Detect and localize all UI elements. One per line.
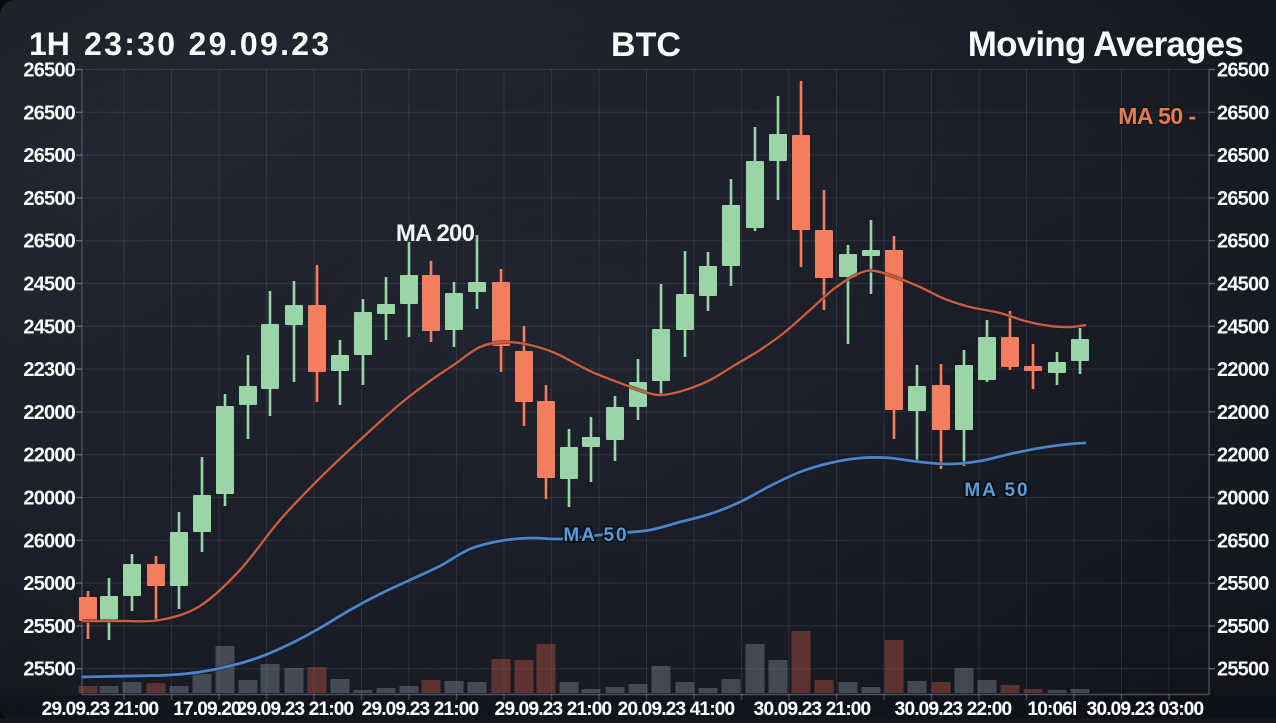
svg-text:20.09.23 41:00: 20.09.23 41:00 <box>618 699 735 718</box>
svg-text:22000: 22000 <box>1217 359 1269 381</box>
svg-text:30.09.23 03:00: 30.09.23 03:00 <box>1087 699 1204 718</box>
svg-text:30.09.23 22:00: 30.09.23 22:00 <box>895 699 1012 718</box>
svg-text:25500: 25500 <box>23 616 75 638</box>
svg-text:17.09.20: 17.09.20 <box>173 699 241 718</box>
svg-text:25000: 25000 <box>23 573 75 595</box>
svg-text:26500: 26500 <box>23 188 75 210</box>
svg-text:10:06l: 10:06l <box>1027 699 1076 718</box>
svg-text:26500: 26500 <box>23 60 75 82</box>
svg-text:22000: 22000 <box>1217 445 1269 467</box>
svg-text:MA 200: MA 200 <box>396 220 475 247</box>
svg-text:25500: 25500 <box>1217 659 1269 681</box>
svg-text:25500: 25500 <box>23 659 75 681</box>
svg-text:29.09.23 21:00: 29.09.23 21:00 <box>362 699 479 718</box>
svg-text:26500: 26500 <box>1217 231 1269 253</box>
svg-text:26000: 26000 <box>23 530 75 552</box>
svg-text:29.09.23 21:00: 29.09.23 21:00 <box>362 699 479 718</box>
svg-text:29.09.23 21:00: 29.09.23 21:00 <box>237 699 354 718</box>
svg-text:26500: 26500 <box>23 231 75 253</box>
svg-text:26500: 26500 <box>23 145 75 167</box>
svg-text:25500: 25500 <box>1217 573 1269 595</box>
svg-text:30.09.23 21:00: 30.09.23 21:00 <box>754 699 871 718</box>
svg-text:30.09.23 22:00: 30.09.23 22:00 <box>895 699 1012 718</box>
svg-text:26500: 26500 <box>1217 530 1269 552</box>
svg-text:22300: 22300 <box>23 359 75 381</box>
svg-text:MA 50: MA 50 <box>563 525 628 546</box>
svg-text:29.09.23 21:00: 29.09.23 21:00 <box>495 699 612 718</box>
svg-text:20000: 20000 <box>23 488 75 510</box>
svg-text:29.09.23 21:00: 29.09.23 21:00 <box>42 699 159 718</box>
svg-text:22000: 22000 <box>23 402 75 424</box>
svg-text:24500: 24500 <box>1217 274 1269 296</box>
svg-text:MA 50: MA 50 <box>964 480 1029 501</box>
svg-text:23:30 29.09.23: 23:30 29.09.23 <box>84 26 332 62</box>
svg-text:30.09.23 03:00: 30.09.23 03:00 <box>1087 699 1204 718</box>
svg-text:26500: 26500 <box>1217 188 1269 210</box>
svg-text:29.09.23 21:00: 29.09.23 21:00 <box>42 699 159 718</box>
svg-text:22000: 22000 <box>23 445 75 467</box>
svg-text:20.09.23 41:00: 20.09.23 41:00 <box>618 699 735 718</box>
svg-text:30.09.23 21:00: 30.09.23 21:00 <box>754 699 871 718</box>
svg-text:29.09.23 21:00: 29.09.23 21:00 <box>495 699 612 718</box>
svg-text:MA 50 -: MA 50 - <box>1118 103 1195 129</box>
svg-text:BTC: BTC <box>611 26 681 64</box>
svg-text:17.09.20: 17.09.20 <box>173 699 241 718</box>
svg-text:10:06l: 10:06l <box>1027 699 1076 718</box>
svg-text:25500: 25500 <box>1217 616 1269 638</box>
svg-text:Moving Averages: Moving Averages <box>968 25 1244 64</box>
svg-text:26500: 26500 <box>1217 60 1269 82</box>
svg-text:26500: 26500 <box>1217 145 1269 167</box>
svg-text:24500: 24500 <box>1217 316 1269 338</box>
svg-text:24500: 24500 <box>23 274 75 296</box>
svg-text:26500: 26500 <box>1217 102 1269 124</box>
svg-text:24500: 24500 <box>23 316 75 338</box>
svg-text:20000: 20000 <box>1217 488 1269 510</box>
svg-text:22000: 22000 <box>1217 402 1269 424</box>
svg-text:29.09.23 21:00: 29.09.23 21:00 <box>237 699 354 718</box>
svg-text:26500: 26500 <box>23 102 75 124</box>
svg-text:1H: 1H <box>29 26 70 62</box>
